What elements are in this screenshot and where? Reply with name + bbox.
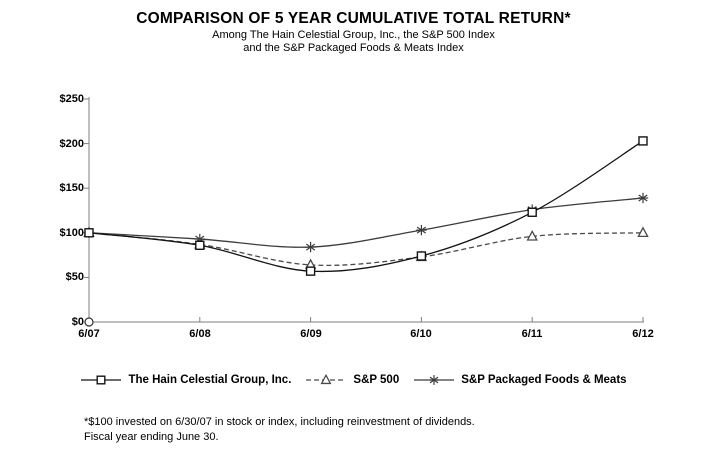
x-tick-label: 6/07	[78, 328, 100, 340]
y-tick-label: $0	[71, 316, 84, 328]
origin-marker	[84, 317, 94, 327]
legend-label: S&P 500	[353, 374, 400, 386]
series-square	[84, 136, 648, 276]
x-tick-label: 6/11	[521, 328, 543, 340]
series-line	[88, 197, 644, 248]
chart-subtitle-line2: and the S&P Packaged Foods & Meats Index	[243, 42, 464, 54]
series-triangle	[83, 226, 649, 270]
legend-label: S&P Packaged Foods & Meats	[461, 374, 627, 386]
legend-line-asterisk-icon	[414, 375, 455, 385]
chart-footnote: *$100 invested on 6/30/07 in stock or in…	[84, 415, 475, 445]
series-asterisk	[83, 192, 649, 253]
x-tick-label: 6/09	[300, 328, 322, 340]
legend-item-sp500: S&P 500	[305, 373, 399, 387]
footnote-line1: *$100 invested on 6/30/07 in stock or in…	[84, 416, 475, 428]
series-line	[88, 140, 644, 273]
footnote-line2: Fiscal year ending June 30.	[84, 431, 219, 443]
x-tick-label: 6/12	[632, 328, 654, 340]
y-tick-label: $50	[65, 271, 84, 283]
legend-line-triangle-icon	[306, 373, 347, 385]
chart-title: COMPARISON OF 5 YEAR CUMULATIVE TOTAL RE…	[136, 10, 571, 27]
y-tick-label: $250	[59, 93, 84, 105]
legend-label: The Hain Celestial Group, Inc.	[128, 374, 292, 386]
x-tick-label: 6/10	[410, 328, 432, 340]
chart-subtitle-line1: Among The Hain Celestial Group, Inc., th…	[212, 29, 495, 41]
y-tick-label: $200	[59, 138, 84, 150]
x-tick-label: 6/08	[189, 328, 211, 340]
legend-line-square-icon	[81, 375, 122, 385]
legend-item-packaged-foods: S&P Packaged Foods & Meats	[413, 373, 627, 387]
y-tick-label: $150	[59, 182, 84, 194]
chart-legend: The Hain Celestial Group, Inc. S&P 500 S…	[0, 373, 707, 387]
legend-item-hain: The Hain Celestial Group, Inc.	[80, 373, 291, 387]
y-tick-label: $100	[59, 227, 84, 239]
